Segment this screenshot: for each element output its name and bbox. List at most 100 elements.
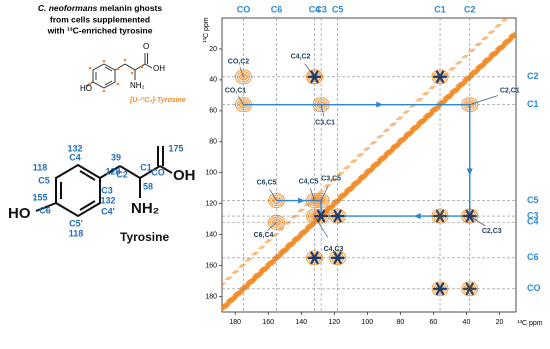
dot: [130, 71, 134, 75]
label-leader: [320, 186, 329, 201]
bond: [104, 66, 113, 72]
dot: [140, 65, 144, 69]
peak-contour: [431, 281, 449, 297]
peak-contour: [235, 69, 252, 85]
group-label: NH₂: [130, 81, 145, 90]
x-tick-label: 40: [463, 319, 471, 326]
atom-shift: 132: [67, 143, 82, 153]
bond: [79, 200, 96, 211]
label-leader: [469, 215, 486, 227]
label-leader: [237, 95, 244, 105]
cross-peak-label: C4,C3: [324, 246, 344, 253]
label-leader: [304, 63, 315, 77]
right-assignment-label: CO: [527, 283, 541, 293]
group-label: HO: [8, 205, 31, 222]
atom-label: C4: [69, 152, 81, 162]
connection-arrow: [413, 213, 421, 220]
x-tick-label: 160: [262, 319, 274, 326]
peak-contour: [306, 250, 323, 266]
y-tick-label: 40: [209, 77, 217, 84]
x-tick-label: 20: [496, 319, 504, 326]
star-marker: [435, 282, 445, 296]
label-leader: [269, 188, 277, 201]
species: C. neoformans: [38, 3, 98, 13]
star-marker: [465, 282, 474, 296]
y-tick-label: 60: [209, 108, 217, 115]
atom-label: CO: [151, 167, 165, 177]
cross-peak-label: C6,C5: [257, 179, 277, 186]
top-assignment-label: C5: [332, 4, 344, 14]
dot: [116, 82, 120, 86]
peak-contour: [237, 71, 250, 83]
diagonal-contour: [223, 35, 516, 311]
x-tick-label: 140: [295, 319, 307, 326]
diagonal-contour: [222, 34, 516, 311]
atom-shift: 128: [105, 166, 120, 176]
y-tick-label: 20: [209, 46, 217, 53]
star-marker: [435, 209, 445, 223]
top-assignment-label: C1: [434, 4, 446, 14]
label-leader: [314, 215, 329, 238]
y-tick-label: 160: [205, 262, 217, 269]
diagonal-contour: [222, 33, 516, 312]
small-structure: [85, 53, 153, 89]
label-leader: [239, 66, 244, 77]
label-leader: [310, 188, 315, 201]
annotations: CO,C2 CO,C1 C4,C2 C2,C1 C3,C1 C6,C5 C4,C5 C3,C5…: [225, 54, 520, 296]
peak-contour: [270, 216, 283, 228]
bond: [139, 165, 161, 179]
connection-arrow: [466, 168, 473, 176]
atom-label: C2: [116, 169, 128, 179]
right-assignment-label: C2: [527, 71, 539, 81]
group-label: HO: [80, 84, 92, 93]
diagonal-contour: [222, 29, 516, 307]
diagonal-contour: [224, 36, 516, 310]
plot-frame: [221, 17, 517, 313]
star-marker: [435, 70, 445, 84]
x-tick-label: 100: [362, 319, 374, 326]
label-leader: [469, 95, 498, 105]
star-marker: [310, 251, 319, 265]
y-tick-label: 80: [209, 139, 217, 146]
atom-shift: 132: [100, 195, 115, 205]
dot: [88, 82, 92, 86]
molecule-name: Tyrosine: [120, 230, 169, 244]
atom-shift: 58: [143, 181, 153, 191]
bond: [104, 80, 113, 86]
cross-peak-label: C4,C2: [291, 54, 311, 61]
ring: [55, 163, 101, 218]
peak-contour: [431, 69, 449, 85]
star-marker: [333, 251, 342, 265]
atom-label: C4': [101, 206, 115, 216]
star-marker: [317, 209, 326, 223]
structure-label: [U-¹³C₉]-Tyrosine: [129, 97, 186, 104]
peak-contour: [268, 214, 285, 230]
bond: [119, 165, 141, 179]
right-assignment-label: C4: [527, 217, 539, 227]
cross-peak-label: C6,C4: [254, 232, 274, 239]
bond: [35, 202, 57, 212]
cross-peak-label: CO,C1: [225, 87, 247, 94]
top-assignment-label: C4: [309, 4, 321, 14]
title-line-3: with ¹³C-enriched tyrosine: [47, 25, 153, 35]
top-assignment-label: CO: [237, 4, 251, 14]
bond: [99, 165, 121, 179]
connection-arrow: [376, 101, 384, 108]
dot: [102, 59, 106, 63]
top-assignment-label: C6: [271, 4, 283, 14]
bond: [114, 63, 126, 71]
x-tick-label: 60: [430, 319, 438, 326]
right-assignment-label: C3: [527, 210, 539, 220]
peak-contour: [329, 250, 347, 266]
cross-peak-label: C2,C1: [500, 87, 520, 94]
x-tick-label: 80: [396, 319, 404, 326]
x-tick-label: 180: [229, 319, 241, 326]
dot: [102, 89, 106, 93]
label-leader: [320, 104, 325, 117]
atom-shift: 175: [168, 143, 183, 153]
atom-label: C1: [140, 162, 152, 172]
y-tick-label: 140: [205, 231, 217, 238]
cross-peak-label: CO,C2: [228, 59, 250, 66]
cross-peak-label: C3,C5: [321, 175, 341, 182]
